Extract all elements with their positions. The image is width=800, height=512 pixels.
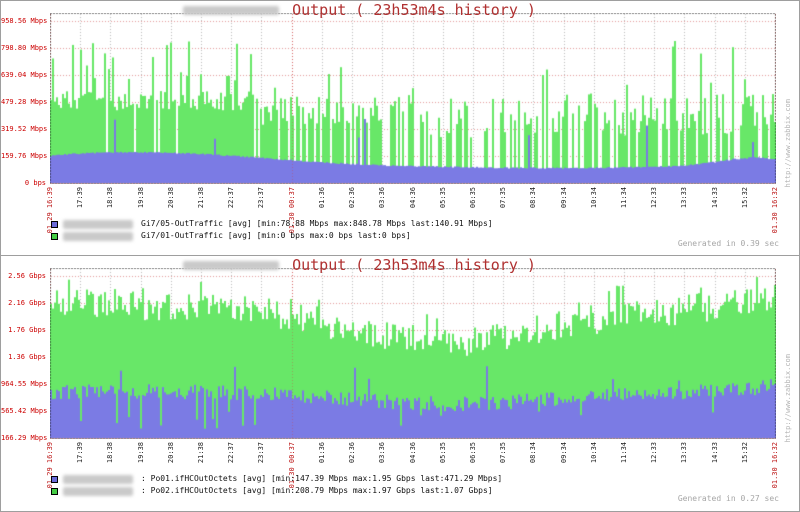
y-axis-tick-label: 166.29 Mbps: [1, 434, 48, 442]
x-axis-tick-label: 09:34: [559, 187, 568, 209]
y-axis-tick-label: 2.16 Gbps: [8, 299, 46, 308]
legend-swatch: [51, 221, 58, 228]
x-axis-tick-label: 08:34: [529, 187, 538, 209]
y-axis-tick-label: 2.56 Gbps: [8, 272, 46, 281]
traffic-graph-canvas[interactable]: [50, 268, 776, 439]
legend-swatch: [51, 488, 58, 495]
x-axis-tick-label: 07:35: [499, 442, 508, 464]
traffic-graph-canvas[interactable]: [50, 13, 776, 184]
legend-label: : Po01.ifHCOutOctets [avg] [min:147.39 M…: [141, 474, 503, 483]
x-axis-tick-label: 07:35: [499, 187, 508, 209]
y-axis-tick-label: 479.28 Mbps: [1, 98, 48, 106]
x-axis-tick-label: 15:32: [740, 187, 749, 209]
y-axis-tick-label: 639.04 Mbps: [1, 71, 48, 79]
x-axis-tick-label: 14:33: [710, 187, 719, 209]
generated-in-label: Generated in 0.39 sec: [677, 239, 779, 248]
x-axis-tick-label: 14:33: [710, 442, 719, 464]
redacted-hostname: [63, 487, 133, 496]
x-axis-tick-label: 08:34: [529, 442, 538, 464]
y-axis-tick-label: 1.76 Gbps: [8, 326, 46, 335]
redacted-hostname: [183, 6, 279, 15]
y-axis-tick-label: 319.52 Mbps: [1, 125, 48, 133]
y-axis-tick-label: 565.42 Mbps: [1, 406, 48, 415]
x-axis-tick-label: 09:34: [559, 442, 568, 464]
y-axis-tick-label: 964.55 Mbps: [1, 379, 48, 388]
redacted-hostname: [63, 232, 133, 241]
watermark-url: http://www.zabbix.com: [784, 99, 792, 188]
graph-panel-top: Output ( 23h53m4s history ) 958.56 Mbps 7…: [1, 1, 799, 256]
x-axis-tick-label: 06:35: [468, 187, 477, 209]
x-axis-tick-label: 01.30 16:32: [771, 442, 779, 489]
x-axis-tick-label: 11:34: [619, 442, 628, 464]
y-axis-tick-label: 159.76 Mbps: [1, 152, 48, 160]
legend-label: : Po02.ifHCOutOctets [avg] [min:208.79 M…: [141, 486, 493, 495]
redacted-hostname: [63, 220, 133, 229]
y-axis-tick-label: 1.36 Gbps: [8, 353, 46, 362]
graph-panel-bottom: Output ( 23h53m4s history ) 2.56 Gbps 2.1…: [1, 256, 799, 511]
y-axis-tick-label: 958.56 Mbps: [1, 17, 48, 26]
x-axis-tick-label: 10:34: [589, 442, 598, 464]
legend-swatch: [51, 233, 58, 240]
legend-label: Gi7/01-OutTraffic [avg] [min:0 bps max:0…: [141, 231, 411, 240]
x-axis-tick-label: 05:35: [438, 187, 447, 209]
x-axis-tick-label: 11:34: [619, 187, 628, 209]
traffic-graph[interactable]: [50, 268, 776, 439]
x-axis-tick-label: 13:33: [680, 442, 689, 464]
x-axis-tick-label: 13:33: [680, 187, 689, 209]
x-axis-tick-label: 15:32: [740, 442, 749, 464]
watermark-url: http://www.zabbix.com: [784, 354, 792, 443]
y-axis-tick-label: 0 bps: [24, 179, 46, 187]
y-axis-tick-label: 798.80 Mbps: [1, 44, 48, 52]
traffic-graph[interactable]: [50, 13, 776, 184]
x-axis-tick-label: 01.30 16:32: [771, 187, 779, 234]
x-axis-tick-label: 12:33: [650, 442, 659, 464]
x-axis-tick-label: 12:33: [650, 187, 659, 209]
generated-in-label: Generated in 0.27 sec: [677, 494, 779, 503]
graph-title: Output ( 23h53m4s history ): [292, 1, 536, 19]
redacted-hostname: [63, 475, 133, 484]
graph-title: Output ( 23h53m4s history ): [292, 256, 536, 274]
x-axis-tick-label: 10:34: [589, 187, 598, 209]
legend-swatch: [51, 476, 58, 483]
legend-label: Gi7/05-OutTraffic [avg] [min:78.88 Mbps …: [141, 219, 493, 228]
redacted-hostname: [183, 261, 279, 270]
